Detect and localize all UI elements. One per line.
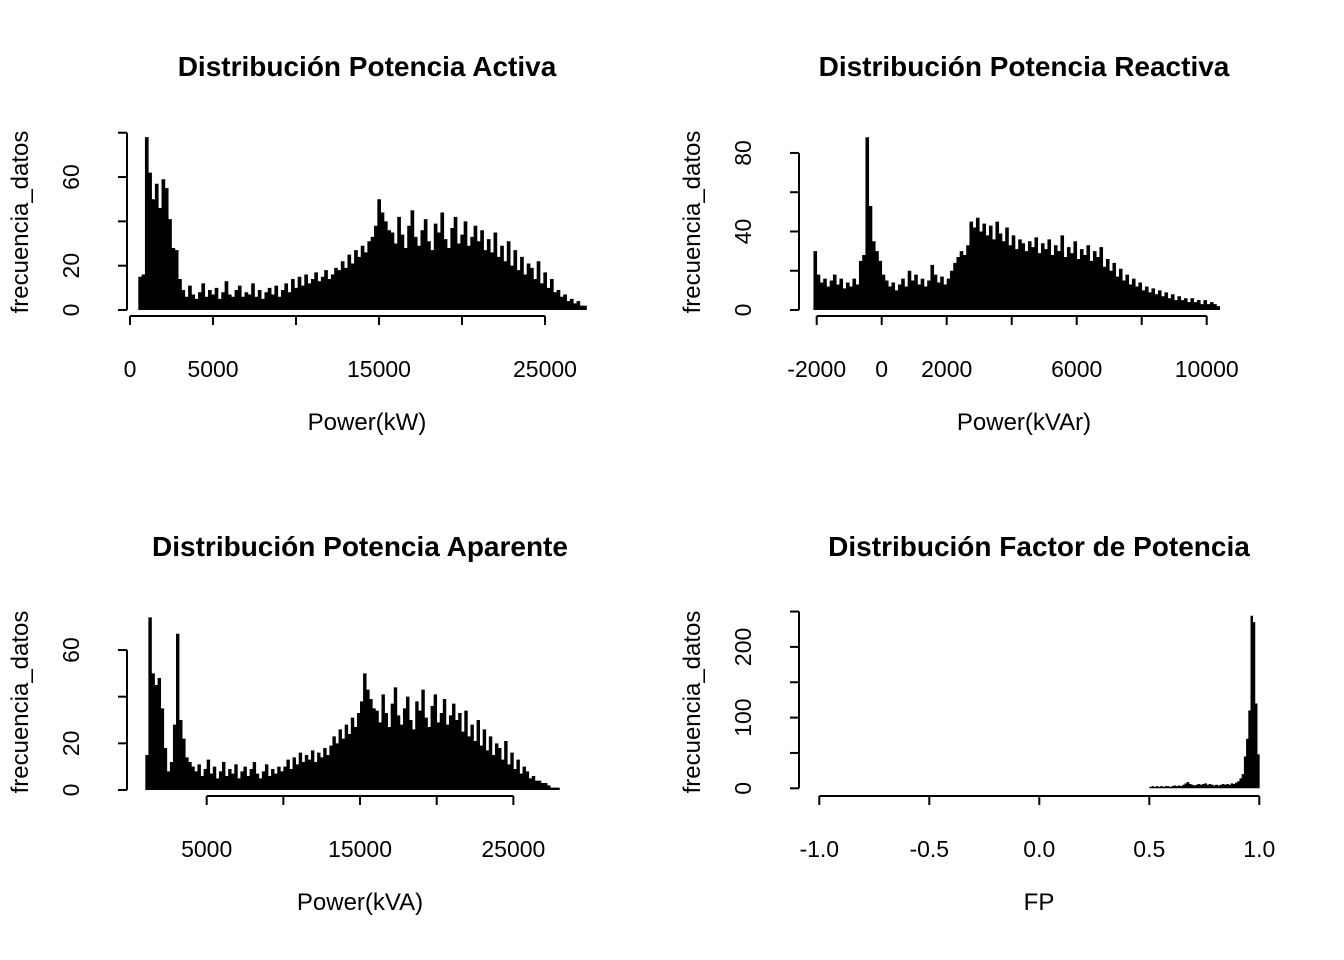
chart-title: Distribución Potencia Reactiva [819, 51, 1230, 82]
potencia-reactiva-chart: Distribución Potencia Reactiva Power(kVAr… [679, 51, 1239, 436]
panel-potencia-reactiva: Distribución Potencia Reactiva Power(kVAr… [672, 0, 1344, 480]
histogram-bars [1149, 615, 1260, 789]
histogram-bars [138, 137, 587, 310]
x-tick-label: 2000 [921, 356, 972, 382]
y-tick-label: 80 [730, 140, 756, 166]
panel-potencia-aparente: Distribución Potencia Aparente Power(kVA)… [0, 480, 672, 960]
x-tick-label: 0.5 [1133, 836, 1165, 862]
y-axis-label: frecuencia_datos [679, 611, 706, 794]
y-axis-label: frecuencia_datos [7, 131, 34, 314]
histogram-bars [813, 137, 1221, 310]
histogram-bars [145, 617, 560, 790]
x-axis-label: Power(kVAr) [957, 409, 1091, 436]
x-tick-label: 1.0 [1243, 836, 1275, 862]
x-tick-label: 25000 [513, 356, 577, 382]
factor-de-potencia-chart: Distribución Factor de Potencia FP frecuen… [679, 531, 1275, 916]
x-axis-label: Power(kW) [308, 409, 427, 436]
x-tick-label: 5000 [187, 356, 238, 382]
x-tick-label: 15000 [347, 356, 411, 382]
x-tick-label: 0 [875, 356, 888, 382]
y-tick-label: 20 [58, 253, 84, 279]
x-axis-label: Power(kVA) [297, 889, 423, 916]
y-tick-label: 0 [58, 784, 84, 797]
y-axis-label: frecuencia_datos [7, 611, 34, 794]
x-tick-label: -1.0 [799, 836, 839, 862]
potencia-activa-chart: Distribución Potencia Activa Power(kW) fre… [7, 51, 587, 436]
chart-title: Distribución Potencia Activa [178, 51, 557, 82]
x-axis-label: FP [1024, 889, 1055, 916]
x-tick-label: 0.0 [1023, 836, 1055, 862]
x-tick-label: 5000 [181, 836, 232, 862]
x-tick-label: -0.5 [909, 836, 949, 862]
y-axis-label: frecuencia_datos [679, 131, 706, 314]
y-tick-label: 60 [58, 164, 84, 190]
chart-title: Distribución Factor de Potencia [828, 531, 1250, 562]
y-tick-label: 60 [58, 637, 84, 663]
y-tick-label: 0 [730, 782, 756, 795]
y-tick-label: 200 [730, 628, 756, 666]
panel-factor-de-potencia: Distribución Factor de Potencia FP frecuen… [672, 480, 1344, 960]
x-tick-label: 0 [124, 356, 137, 382]
panel-potencia-activa: Distribución Potencia Activa Power(kW) fre… [0, 0, 672, 480]
y-tick-label: 100 [730, 698, 756, 736]
chart-title: Distribución Potencia Aparente [152, 531, 568, 562]
x-tick-label: -2000 [787, 356, 846, 382]
x-tick-label: 6000 [1051, 356, 1102, 382]
y-tick-label: 0 [58, 304, 84, 317]
potencia-aparente-chart: Distribución Potencia Aparente Power(kVA)… [7, 531, 568, 916]
x-tick-label: 15000 [328, 836, 392, 862]
y-tick-label: 20 [58, 731, 84, 757]
x-tick-label: 25000 [481, 836, 545, 862]
y-tick-label: 40 [730, 219, 756, 245]
y-tick-label: 0 [730, 304, 756, 317]
x-tick-label: 10000 [1175, 356, 1239, 382]
